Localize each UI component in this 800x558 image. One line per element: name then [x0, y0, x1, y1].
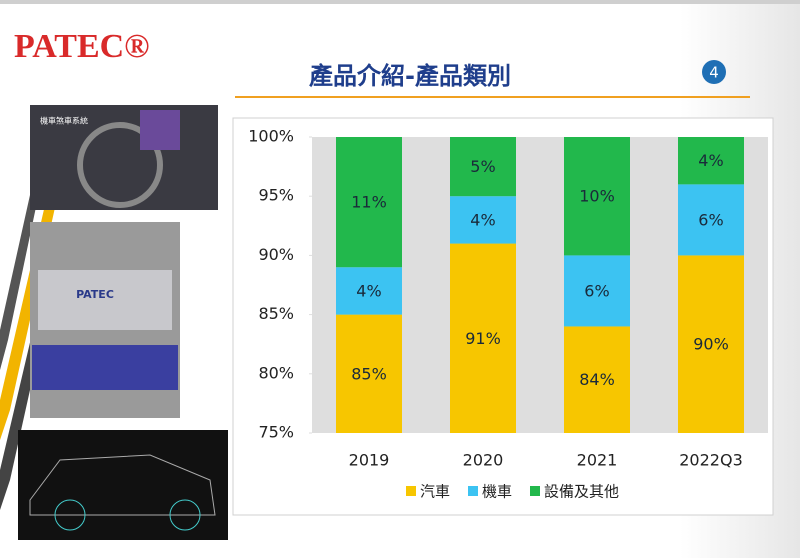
- bar-segment: [564, 137, 630, 256]
- page-number: 4: [709, 64, 719, 82]
- legend-label: 機車: [482, 483, 512, 501]
- x-tick-label: 2019: [349, 451, 390, 470]
- bar-segment: [678, 184, 744, 256]
- photo-text: 機車煞車系統: [40, 116, 88, 126]
- data-label: 6%: [584, 281, 609, 300]
- photo-text: PATEC: [76, 288, 114, 301]
- data-label: 4%: [356, 281, 381, 300]
- photo-shape: [29, 454, 216, 516]
- photo-shape: [54, 499, 86, 531]
- y-tick-label: 80%: [258, 363, 294, 382]
- data-label: 5%: [470, 157, 495, 176]
- photo-shape: [140, 110, 180, 150]
- bar-segment: [564, 255, 630, 327]
- bar-segment: [564, 326, 630, 433]
- bar-segment: [450, 137, 516, 197]
- bar-segment: [336, 314, 402, 433]
- photo-shape: [38, 270, 172, 330]
- legend-swatch: [406, 486, 416, 496]
- y-tick-label: 90%: [258, 245, 294, 264]
- photo: [18, 430, 228, 540]
- data-label: 90%: [693, 335, 729, 354]
- photo-shape: [169, 499, 201, 531]
- data-label: 91%: [465, 329, 501, 348]
- bar-segment: [678, 137, 744, 185]
- bar-segment: [450, 196, 516, 244]
- data-label: 85%: [351, 364, 387, 383]
- data-label: 4%: [698, 151, 723, 170]
- legend-swatch: [530, 486, 540, 496]
- data-label: 84%: [579, 370, 615, 389]
- logo-box: [8, 24, 160, 72]
- photo-shape: [77, 122, 163, 208]
- y-tick-label: 100%: [248, 127, 294, 146]
- y-tick-label: 95%: [258, 186, 294, 205]
- x-tick-label: 2020: [463, 451, 504, 470]
- data-label: 6%: [698, 210, 723, 229]
- bar-segment: [678, 255, 744, 433]
- bar-segment: [336, 137, 402, 268]
- page-badge: [702, 60, 726, 84]
- photo-shape: [32, 345, 178, 390]
- x-tick-label: 2022Q3: [679, 451, 743, 470]
- y-tick-label: 75%: [258, 423, 294, 442]
- legend-label: 設備及其他: [544, 483, 619, 501]
- bar-segment: [450, 243, 516, 433]
- bar-segment: [336, 267, 402, 315]
- data-label: 4%: [470, 210, 495, 229]
- data-label: 11%: [351, 193, 387, 212]
- legend-label: 汽車: [420, 483, 450, 501]
- legend-swatch: [468, 486, 478, 496]
- y-tick-label: 85%: [258, 304, 294, 323]
- logo: PATEC®: [14, 28, 150, 65]
- top-border: [0, 0, 800, 4]
- data-label: 10%: [579, 187, 615, 206]
- slide-title: 產品介紹-產品類別: [309, 62, 511, 90]
- x-tick-label: 2021: [577, 451, 618, 470]
